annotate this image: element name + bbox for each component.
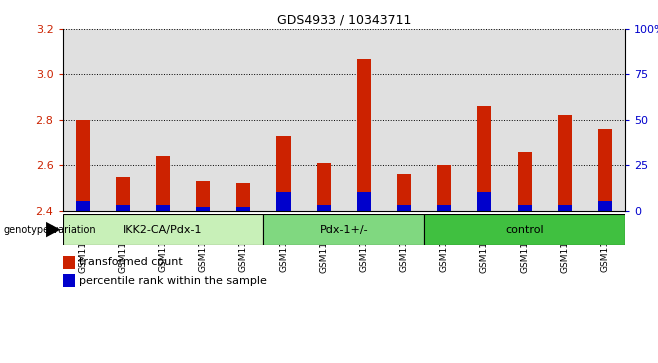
- Bar: [76, 120, 89, 211]
- Bar: [424, 214, 625, 245]
- Bar: [196, 181, 210, 211]
- Text: control: control: [505, 225, 544, 234]
- Bar: [343, 29, 384, 211]
- Bar: [397, 174, 411, 211]
- Text: transformed count: transformed count: [80, 257, 183, 268]
- Text: Pdx-1+/-: Pdx-1+/-: [320, 225, 368, 234]
- Bar: [156, 205, 170, 211]
- Bar: [478, 192, 492, 211]
- Polygon shape: [46, 222, 61, 237]
- Bar: [63, 274, 75, 287]
- Bar: [384, 29, 424, 211]
- Bar: [478, 106, 492, 211]
- Bar: [63, 214, 263, 245]
- Bar: [598, 129, 612, 211]
- Text: genotype/variation: genotype/variation: [3, 225, 96, 234]
- Bar: [236, 183, 251, 211]
- Bar: [196, 207, 210, 211]
- Bar: [357, 192, 371, 211]
- Bar: [357, 58, 371, 211]
- Bar: [276, 192, 291, 211]
- Bar: [236, 207, 251, 211]
- Bar: [116, 176, 130, 211]
- Bar: [598, 201, 612, 211]
- Bar: [518, 151, 532, 211]
- Bar: [437, 205, 451, 211]
- Bar: [558, 205, 572, 211]
- Bar: [505, 29, 545, 211]
- Bar: [424, 29, 465, 211]
- Bar: [116, 205, 130, 211]
- Bar: [303, 29, 343, 211]
- Bar: [545, 29, 585, 211]
- Bar: [316, 205, 331, 211]
- Bar: [143, 29, 183, 211]
- Bar: [156, 156, 170, 211]
- Bar: [558, 115, 572, 211]
- Bar: [263, 29, 303, 211]
- Text: IKK2-CA/Pdx-1: IKK2-CA/Pdx-1: [123, 225, 203, 234]
- Bar: [276, 136, 291, 211]
- Bar: [465, 29, 505, 211]
- Bar: [397, 205, 411, 211]
- Bar: [437, 165, 451, 211]
- Bar: [183, 29, 223, 211]
- Text: percentile rank within the sample: percentile rank within the sample: [80, 276, 267, 286]
- Bar: [585, 29, 625, 211]
- Bar: [76, 201, 89, 211]
- Bar: [63, 29, 103, 211]
- Bar: [103, 29, 143, 211]
- Bar: [223, 29, 263, 211]
- Bar: [518, 205, 532, 211]
- Bar: [63, 256, 75, 269]
- Bar: [263, 214, 424, 245]
- Bar: [316, 163, 331, 211]
- Title: GDS4933 / 10343711: GDS4933 / 10343711: [276, 13, 411, 26]
